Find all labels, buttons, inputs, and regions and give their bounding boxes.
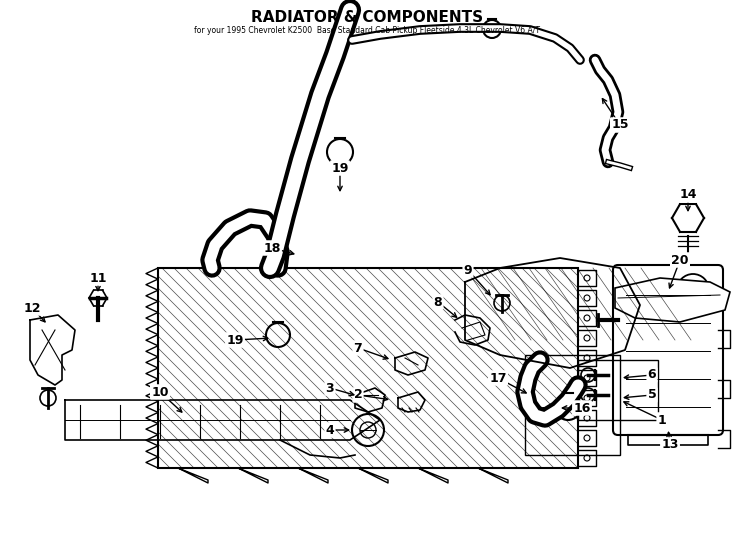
Text: 1: 1 <box>658 414 666 427</box>
Bar <box>525 355 620 455</box>
Text: 15: 15 <box>611 118 629 132</box>
Text: 3: 3 <box>326 381 334 395</box>
Text: 19: 19 <box>331 161 349 174</box>
Text: 20: 20 <box>672 253 688 267</box>
Text: 9: 9 <box>464 264 472 276</box>
Text: 4: 4 <box>326 423 335 436</box>
Text: 13: 13 <box>661 438 679 451</box>
Text: 19: 19 <box>226 334 244 347</box>
FancyBboxPatch shape <box>613 265 723 435</box>
Bar <box>158 268 578 468</box>
Text: 11: 11 <box>90 272 106 285</box>
Text: 5: 5 <box>647 388 656 402</box>
Text: 14: 14 <box>679 188 697 201</box>
Text: 7: 7 <box>354 341 363 354</box>
Text: 2: 2 <box>354 388 363 402</box>
Polygon shape <box>615 278 730 322</box>
Bar <box>578 360 658 420</box>
Text: 10: 10 <box>151 386 169 399</box>
Text: 18: 18 <box>264 241 280 254</box>
Text: 12: 12 <box>23 301 41 314</box>
Text: for your 1995 Chevrolet K2500  Base Standard Cab Pickup Fleetside 4.3L Chevrolet: for your 1995 Chevrolet K2500 Base Stand… <box>194 26 540 35</box>
Text: 6: 6 <box>647 368 656 381</box>
Text: 16: 16 <box>573 402 591 415</box>
Text: RADIATOR & COMPONENTS: RADIATOR & COMPONENTS <box>251 10 483 25</box>
Text: 8: 8 <box>434 295 443 308</box>
Text: 17: 17 <box>490 372 506 384</box>
